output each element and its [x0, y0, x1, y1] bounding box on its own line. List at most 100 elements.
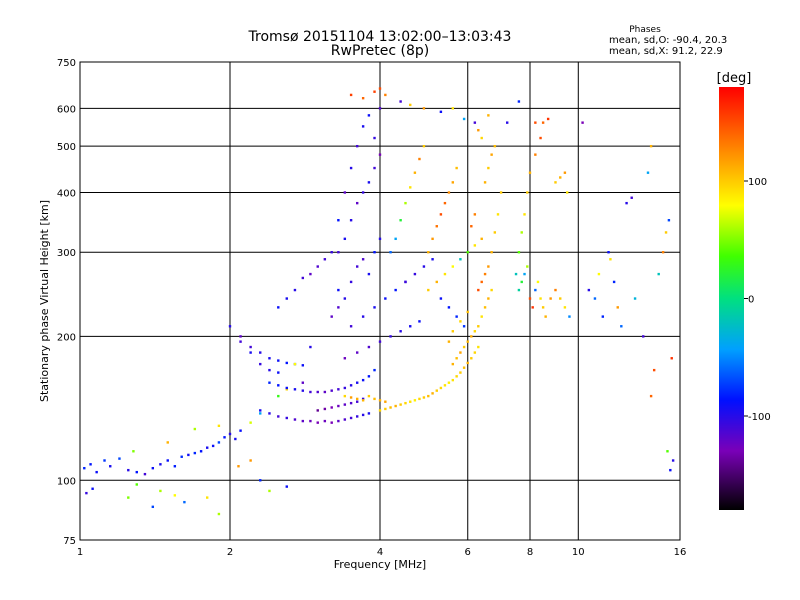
data-point — [399, 219, 402, 222]
data-point — [480, 136, 483, 140]
data-point — [355, 400, 359, 403]
data-point — [517, 251, 521, 254]
data-point — [285, 361, 288, 365]
x-tick-label: 10 — [572, 547, 585, 558]
data-point — [612, 280, 616, 284]
data-point — [127, 468, 130, 472]
data-point — [355, 415, 359, 418]
data-point — [466, 340, 469, 343]
data-point — [451, 107, 455, 110]
data-point — [378, 237, 382, 241]
data-point — [309, 272, 312, 276]
data-point — [323, 407, 327, 411]
data-point — [217, 512, 221, 516]
data-point — [330, 251, 333, 254]
data-point — [451, 181, 455, 184]
data-point — [470, 335, 473, 338]
data-point — [259, 412, 262, 415]
data-point — [389, 406, 392, 409]
data-point — [330, 315, 333, 318]
data-point — [597, 272, 601, 276]
data-point — [499, 191, 503, 194]
y-tick-label: 75 — [63, 536, 76, 547]
data-point — [459, 258, 462, 261]
data-point — [268, 357, 271, 360]
data-point — [384, 400, 387, 403]
data-point — [337, 219, 340, 222]
data-point — [118, 457, 121, 460]
data-point — [642, 335, 645, 338]
data-point — [301, 419, 305, 423]
data-point — [355, 397, 359, 401]
data-point — [355, 201, 359, 205]
data-point — [373, 368, 376, 372]
data-point — [462, 366, 466, 369]
data-point — [473, 213, 477, 216]
data-point — [193, 451, 197, 455]
data-point — [526, 191, 529, 194]
data-point — [459, 371, 462, 374]
data-point — [418, 320, 421, 323]
data-point — [455, 315, 458, 318]
data-point — [373, 166, 376, 170]
data-point — [409, 400, 412, 403]
data-point — [496, 213, 500, 216]
data-point — [249, 459, 252, 462]
data-point — [361, 315, 365, 318]
data-point — [249, 345, 252, 349]
data-point — [268, 412, 271, 415]
data-point — [490, 251, 493, 254]
data-point — [546, 117, 550, 121]
data-point — [259, 362, 262, 366]
data-point — [443, 384, 447, 387]
data-point — [669, 468, 672, 472]
colorbar-tick-label: -100 — [748, 412, 771, 423]
data-point — [480, 237, 483, 241]
data-point — [277, 306, 280, 309]
data-point — [183, 500, 186, 504]
data-point — [646, 171, 650, 174]
data-point — [563, 306, 567, 309]
data-point — [285, 388, 288, 391]
data-point — [563, 171, 567, 174]
data-point — [427, 251, 430, 254]
data-point — [490, 153, 493, 156]
data-point — [384, 93, 387, 97]
data-point — [323, 390, 327, 394]
data-point — [309, 390, 312, 394]
data-point — [316, 390, 319, 394]
data-point — [367, 114, 371, 117]
data-point — [587, 288, 591, 292]
data-point — [378, 153, 382, 156]
colorbar-tick-label: 100 — [748, 177, 767, 188]
data-point — [435, 225, 438, 228]
x-tick-label: 8 — [527, 547, 533, 558]
data-point — [541, 121, 545, 124]
data-point — [671, 459, 675, 462]
data-point — [367, 272, 371, 276]
data-point — [422, 107, 426, 110]
data-point — [239, 335, 242, 338]
data-point — [301, 381, 305, 384]
x-tick-label: 6 — [465, 547, 471, 558]
data-point — [455, 357, 458, 360]
data-point — [349, 384, 353, 387]
data-point — [337, 288, 340, 292]
data-point — [268, 381, 271, 384]
data-point — [205, 496, 209, 499]
data-point — [367, 394, 371, 398]
data-point — [349, 93, 353, 97]
data-point — [132, 450, 135, 453]
data-point — [487, 166, 490, 170]
data-point — [367, 375, 371, 378]
data-point — [470, 357, 473, 360]
data-point — [399, 403, 402, 406]
data-point — [451, 378, 455, 382]
data-point — [413, 272, 417, 276]
data-point — [384, 297, 387, 300]
data-point — [661, 251, 665, 254]
data-point — [349, 396, 353, 399]
x-tick-label: 2 — [227, 547, 233, 558]
y-tick-label: 300 — [57, 248, 76, 259]
